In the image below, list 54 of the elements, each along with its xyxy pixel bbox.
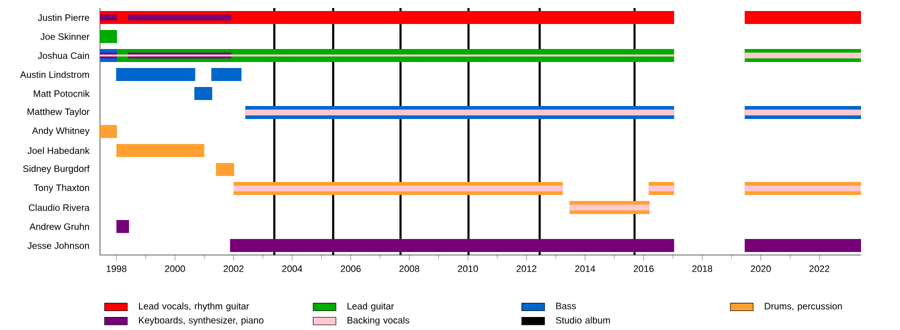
y-tick-label: Andy Whitney — [32, 127, 90, 136]
bar — [211, 68, 242, 81]
legend-label: Backing vocals — [348, 316, 410, 326]
bar — [744, 239, 861, 252]
y-tick-label: Joe Skinner — [40, 33, 90, 40]
bar — [116, 144, 204, 157]
x-tick-label: 2002 — [224, 265, 244, 272]
legend-label: Lead guitar — [348, 302, 394, 312]
bar — [100, 30, 117, 43]
bar — [216, 163, 234, 176]
bar — [116, 220, 129, 233]
bar — [128, 14, 232, 20]
y-tick-label: Sidney Burgdorf — [23, 165, 90, 174]
bar — [648, 186, 674, 192]
y-tick-label: Matt Potocnik — [34, 90, 90, 97]
y-tick-label: Jesse Johnson — [27, 242, 89, 249]
legend-label: Bass — [556, 302, 576, 310]
bar — [744, 110, 861, 116]
y-tick-label: Claudio Rivera — [28, 204, 90, 211]
legend-label: Keyboards, synthesizer, piano — [139, 316, 264, 326]
bar — [744, 186, 861, 192]
y-tick-label: Andrew Gruhn — [29, 223, 89, 230]
x-tick-label: 2016 — [634, 265, 654, 272]
bar — [245, 110, 674, 116]
y-tick-label: Joshua Cain — [38, 52, 89, 59]
legend-label: Studio album — [556, 316, 610, 324]
x-tick-label: 2000 — [165, 265, 186, 272]
legend-label: Lead vocals, rhythm guitar — [139, 302, 250, 312]
x-tick-label: 2012 — [516, 265, 536, 272]
bar — [744, 11, 861, 24]
bar — [234, 186, 563, 192]
bar — [116, 68, 196, 81]
x-tick-label: 2008 — [399, 265, 420, 272]
x-tick-label: 1998 — [106, 265, 126, 272]
bar — [100, 14, 117, 20]
bar — [100, 11, 674, 24]
bar — [194, 87, 212, 100]
x-tick-label: 2020 — [750, 265, 771, 272]
y-tick-label: Joel Habedank — [27, 147, 90, 154]
x-tick-label: 2014 — [575, 265, 596, 272]
y-tick-label: Tony Thaxton — [34, 184, 89, 193]
x-tick-label: 2006 — [340, 265, 361, 272]
x-tick-label: 2004 — [282, 265, 302, 272]
legend-label: Drums, percussion — [764, 302, 842, 312]
x-tick-label: 2010 — [458, 265, 478, 272]
y-tick-label: Matthew Taylor — [28, 108, 90, 117]
x-tick-label: 2022 — [809, 265, 830, 272]
bar — [744, 52, 861, 58]
x-tick-label: 2018 — [692, 265, 712, 272]
bar — [570, 204, 650, 210]
bar — [100, 125, 117, 138]
y-tick-label: Justin Pierre — [38, 14, 90, 21]
y-tick-label: Austin Lindstrom — [20, 71, 89, 78]
bar — [230, 239, 674, 252]
